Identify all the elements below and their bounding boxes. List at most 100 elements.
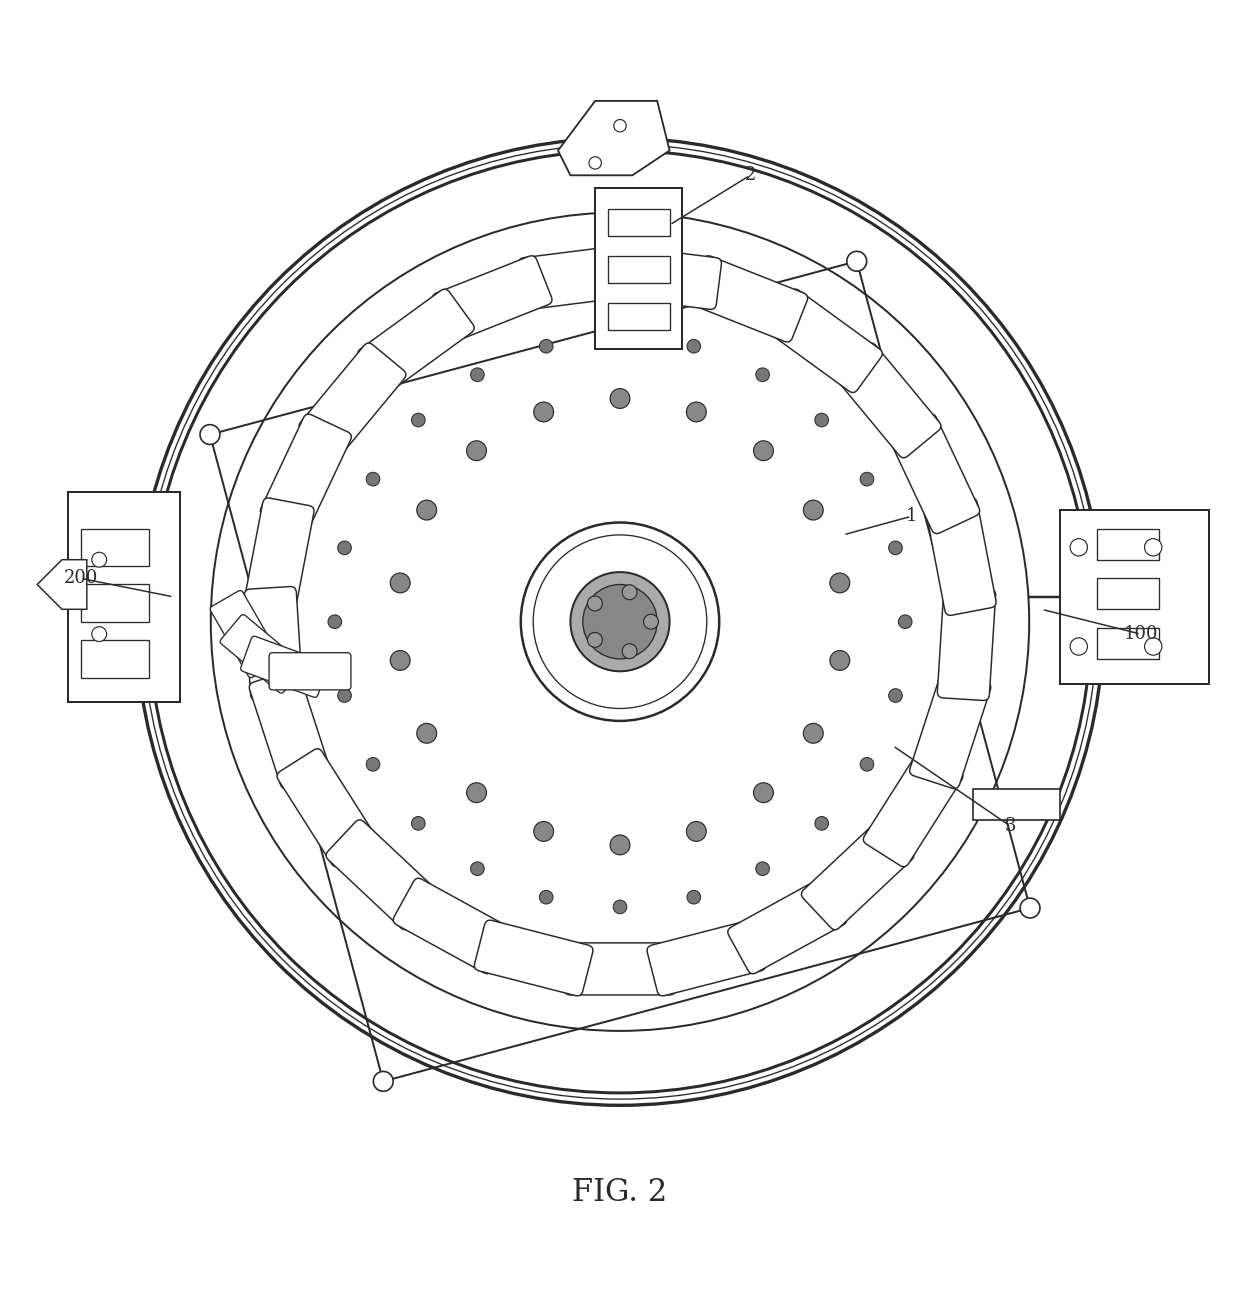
Bar bbox=[1097, 628, 1159, 659]
FancyBboxPatch shape bbox=[433, 256, 552, 343]
Circle shape bbox=[337, 540, 351, 555]
Circle shape bbox=[889, 540, 903, 555]
Circle shape bbox=[391, 650, 410, 670]
Text: 1: 1 bbox=[905, 507, 918, 525]
Circle shape bbox=[466, 441, 486, 460]
Circle shape bbox=[583, 584, 657, 659]
Text: 3: 3 bbox=[1004, 817, 1017, 835]
Circle shape bbox=[754, 782, 774, 803]
Bar bbox=[1097, 529, 1159, 560]
Circle shape bbox=[889, 689, 903, 702]
Circle shape bbox=[755, 369, 769, 381]
FancyBboxPatch shape bbox=[766, 290, 883, 393]
FancyBboxPatch shape bbox=[475, 921, 593, 996]
Circle shape bbox=[755, 862, 769, 875]
FancyBboxPatch shape bbox=[210, 591, 281, 678]
Circle shape bbox=[539, 339, 553, 353]
Bar bbox=[973, 789, 1060, 820]
FancyBboxPatch shape bbox=[863, 749, 963, 866]
FancyBboxPatch shape bbox=[889, 414, 980, 534]
Polygon shape bbox=[558, 101, 670, 176]
Circle shape bbox=[366, 758, 379, 771]
Circle shape bbox=[610, 835, 630, 855]
Bar bbox=[608, 256, 670, 283]
FancyBboxPatch shape bbox=[605, 246, 722, 309]
Circle shape bbox=[1021, 899, 1040, 918]
Circle shape bbox=[200, 424, 219, 445]
Circle shape bbox=[815, 817, 828, 830]
Circle shape bbox=[644, 614, 658, 630]
Circle shape bbox=[533, 402, 553, 422]
Circle shape bbox=[861, 472, 874, 486]
Bar bbox=[81, 529, 149, 566]
FancyBboxPatch shape bbox=[518, 246, 635, 309]
FancyBboxPatch shape bbox=[688, 256, 807, 343]
FancyBboxPatch shape bbox=[249, 670, 330, 789]
Circle shape bbox=[687, 339, 701, 353]
Circle shape bbox=[847, 251, 867, 272]
Bar bbox=[595, 187, 682, 349]
Circle shape bbox=[804, 500, 823, 520]
Circle shape bbox=[687, 821, 707, 842]
FancyBboxPatch shape bbox=[241, 636, 329, 697]
Circle shape bbox=[861, 758, 874, 771]
FancyBboxPatch shape bbox=[326, 820, 439, 930]
FancyBboxPatch shape bbox=[277, 749, 377, 866]
Circle shape bbox=[613, 330, 627, 344]
Circle shape bbox=[471, 369, 485, 381]
Circle shape bbox=[588, 596, 603, 610]
FancyBboxPatch shape bbox=[269, 653, 351, 690]
Circle shape bbox=[539, 891, 553, 904]
Circle shape bbox=[622, 584, 637, 600]
Circle shape bbox=[610, 389, 630, 409]
Circle shape bbox=[92, 627, 107, 641]
Bar bbox=[1060, 511, 1209, 684]
Circle shape bbox=[830, 573, 849, 593]
Circle shape bbox=[412, 414, 425, 427]
Circle shape bbox=[1145, 637, 1162, 656]
FancyBboxPatch shape bbox=[393, 878, 512, 974]
FancyBboxPatch shape bbox=[244, 498, 314, 615]
FancyBboxPatch shape bbox=[299, 343, 405, 458]
Circle shape bbox=[687, 402, 707, 422]
FancyBboxPatch shape bbox=[244, 587, 303, 701]
Bar bbox=[81, 640, 149, 678]
Bar bbox=[68, 491, 180, 702]
Circle shape bbox=[588, 632, 603, 648]
Polygon shape bbox=[210, 261, 1030, 1081]
Text: FIG. 2: FIG. 2 bbox=[573, 1177, 667, 1208]
Circle shape bbox=[412, 817, 425, 830]
Circle shape bbox=[898, 615, 911, 628]
Circle shape bbox=[337, 689, 351, 702]
FancyBboxPatch shape bbox=[647, 921, 765, 996]
Circle shape bbox=[417, 723, 436, 743]
Circle shape bbox=[366, 472, 379, 486]
FancyBboxPatch shape bbox=[357, 290, 474, 393]
Circle shape bbox=[466, 782, 486, 803]
FancyBboxPatch shape bbox=[910, 670, 991, 789]
Circle shape bbox=[815, 414, 828, 427]
Bar bbox=[1097, 578, 1159, 609]
Text: 2: 2 bbox=[744, 167, 756, 185]
Circle shape bbox=[1070, 539, 1087, 556]
Circle shape bbox=[1145, 539, 1162, 556]
FancyBboxPatch shape bbox=[728, 878, 847, 974]
FancyBboxPatch shape bbox=[835, 343, 941, 458]
Bar bbox=[608, 208, 670, 237]
FancyBboxPatch shape bbox=[260, 414, 351, 534]
Circle shape bbox=[373, 1072, 393, 1091]
Bar bbox=[608, 303, 670, 330]
Circle shape bbox=[589, 156, 601, 169]
Text: 100: 100 bbox=[1123, 625, 1158, 643]
Circle shape bbox=[614, 119, 626, 132]
Circle shape bbox=[570, 572, 670, 671]
Circle shape bbox=[613, 900, 627, 914]
Circle shape bbox=[830, 650, 849, 670]
Circle shape bbox=[804, 723, 823, 743]
Circle shape bbox=[417, 500, 436, 520]
Circle shape bbox=[391, 573, 410, 593]
Text: 200: 200 bbox=[63, 569, 98, 587]
FancyBboxPatch shape bbox=[801, 820, 914, 930]
FancyBboxPatch shape bbox=[221, 614, 304, 693]
FancyBboxPatch shape bbox=[937, 587, 996, 701]
